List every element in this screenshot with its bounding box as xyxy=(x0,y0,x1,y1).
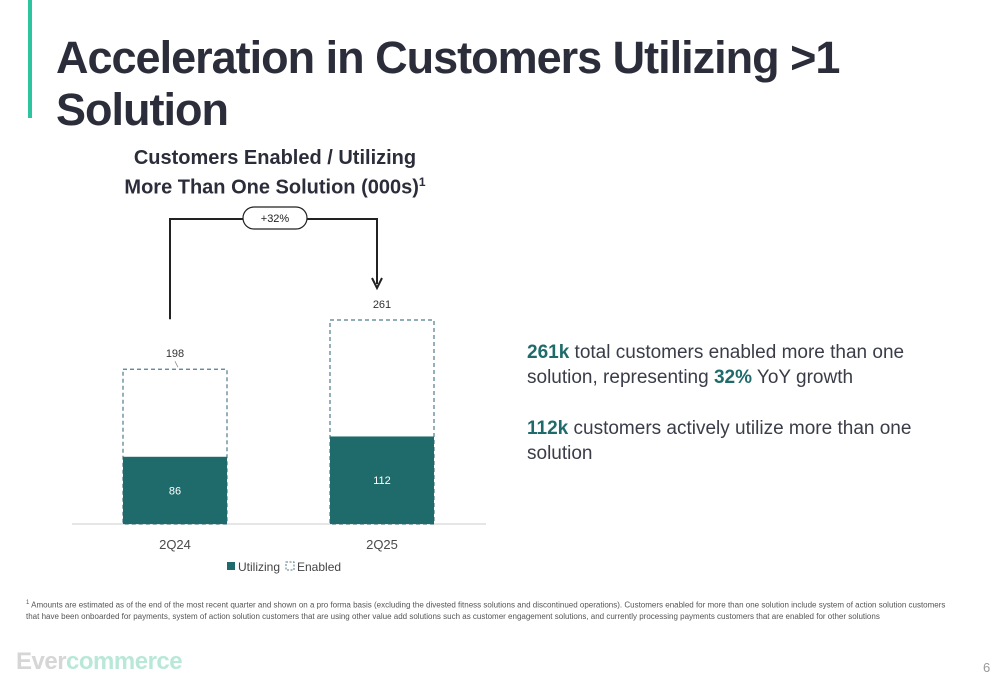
callout-utilizing-highlight: 112k xyxy=(527,418,569,439)
x-tick-label-2Q24: 2Q24 xyxy=(159,537,191,552)
enabled-value-label-2Q24: 198 xyxy=(166,348,184,360)
logo-part1: Ever xyxy=(16,648,67,675)
chart-title-line2: More Than One Solution (000s)1 xyxy=(100,170,450,200)
logo-part2: commerce xyxy=(66,648,183,675)
footnote-text: Amounts are estimated as of the end of t… xyxy=(26,600,946,621)
callout-utilizing-text: customers actively utilize more than one… xyxy=(527,418,912,464)
growth-arrowhead xyxy=(371,277,383,291)
accent-bar xyxy=(28,0,32,118)
callout-enabled-text: total customers enabled more than one so… xyxy=(527,342,905,388)
utilizing-value-label-2Q24: 86 xyxy=(169,485,181,497)
legend-swatch-enabled xyxy=(285,561,295,571)
legend-label-utilizing: Utilizing xyxy=(238,560,280,574)
footnote-mark: 1 xyxy=(26,600,30,606)
page-number: 6 xyxy=(983,660,991,675)
utilizing-bar-2Q25 xyxy=(330,436,434,524)
enabled-label-leader xyxy=(174,361,179,368)
x-tick-label-2Q25: 2Q25 xyxy=(366,537,398,552)
growth-label: +32% xyxy=(261,213,290,225)
chart-title-line2-text: More Than One Solution (000s) xyxy=(124,176,419,199)
chart-title-line1: Customers Enabled / Utilizing xyxy=(133,147,417,169)
callout-utilizing: 112k customers actively utilize more tha… xyxy=(527,416,967,466)
growth-connector xyxy=(169,218,378,320)
callout-enabled: 261k total customers enabled more than o… xyxy=(527,340,967,390)
enabled-value-label-2Q25: 261 xyxy=(373,299,391,311)
bar-chart: 86 198 2Q24 112 261 2Q25 +32% Utilizing Enabled xyxy=(72,206,486,574)
callout-growth-text: YoY growth xyxy=(751,367,854,388)
chart-title-footnote-mark: 1 xyxy=(418,175,426,189)
callout-growth-highlight: 32% xyxy=(713,367,752,388)
legend-swatch-utilizing xyxy=(227,562,235,570)
evercommerce-logo: Evercommerce xyxy=(16,648,183,676)
page-title: Acceleration in Customers Utilizing >1 S… xyxy=(56,32,840,135)
growth-pill xyxy=(242,206,308,230)
callout-enabled-highlight: 261k xyxy=(527,342,570,363)
chart-title: Customers Enabled / Utilizing More Than … xyxy=(100,146,450,200)
legend-label-enabled: Enabled xyxy=(297,560,341,574)
footnote: 1 Amounts are estimated as of the end of… xyxy=(26,598,946,622)
utilizing-bar-2Q24 xyxy=(123,456,227,524)
utilizing-value-label-2Q25: 112 xyxy=(373,475,391,487)
callouts: 261k total customers enabled more than o… xyxy=(527,340,967,492)
